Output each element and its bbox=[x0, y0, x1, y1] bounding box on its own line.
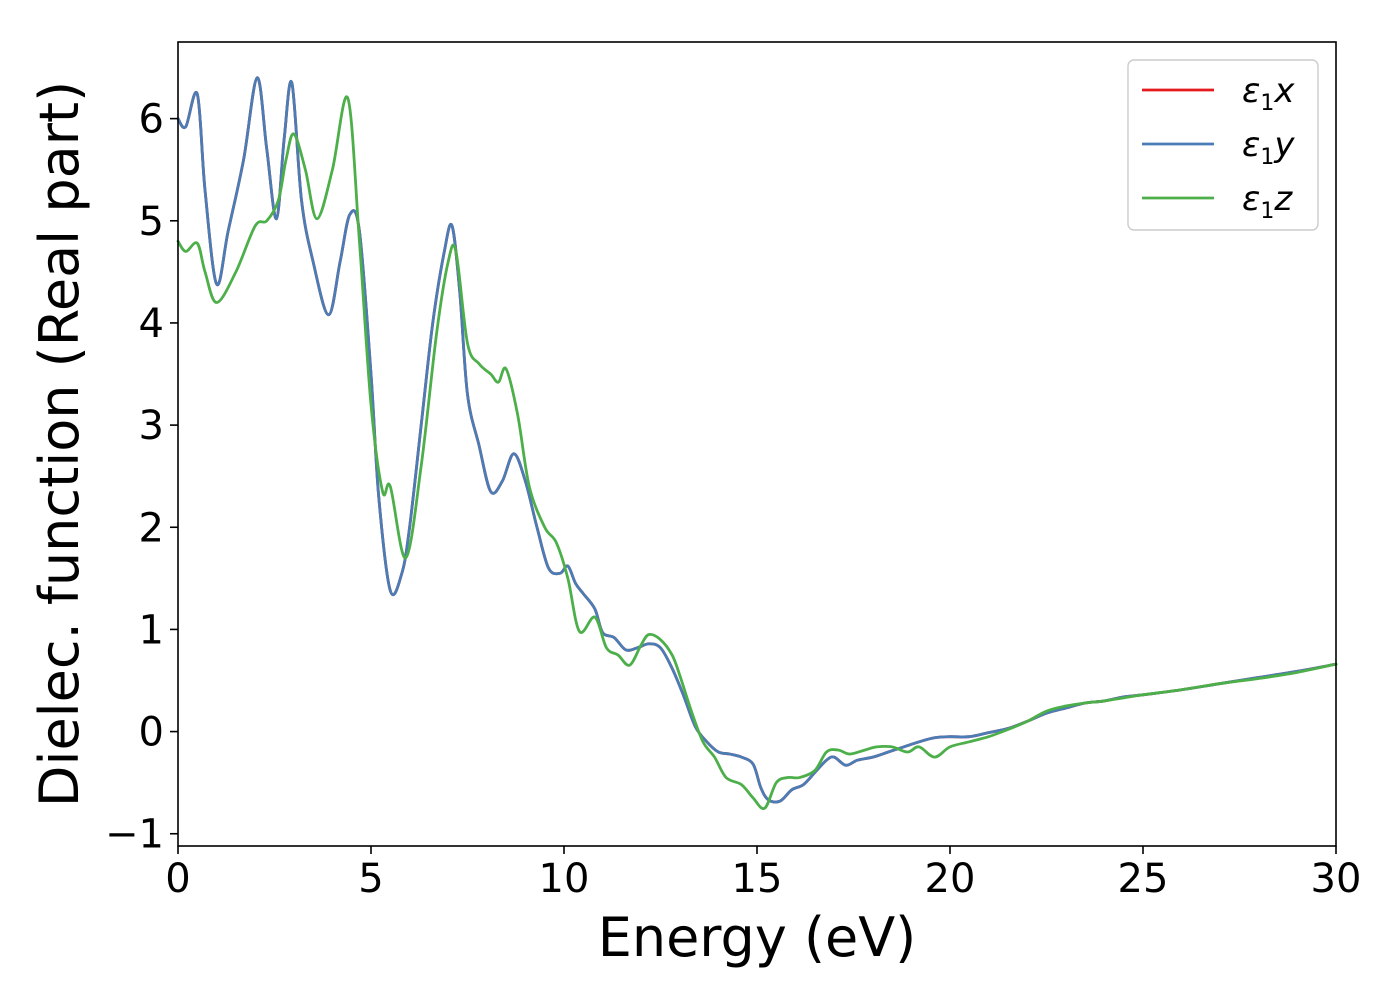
y-tick-label: 5 bbox=[139, 199, 164, 245]
x-tick-label: 15 bbox=[732, 856, 783, 902]
legend: ε1x ε1y ε1z bbox=[1127, 59, 1319, 231]
y-tick-label: 6 bbox=[139, 97, 164, 143]
x-tick-label: 0 bbox=[165, 856, 190, 902]
y-tick-label: 4 bbox=[139, 301, 164, 347]
y-tick-label: −1 bbox=[105, 812, 164, 858]
y-tick-label: 0 bbox=[139, 710, 164, 756]
x-tick-label: 10 bbox=[539, 856, 590, 902]
legend-label: ε1x bbox=[1242, 71, 1295, 116]
y-tick-label: 2 bbox=[139, 505, 164, 551]
x-tick-label: 25 bbox=[1118, 856, 1169, 902]
x-tick-label: 20 bbox=[925, 856, 976, 902]
legend-box bbox=[1127, 59, 1319, 231]
y-tick-label: 1 bbox=[139, 607, 164, 653]
legend-label: ε1z bbox=[1242, 179, 1293, 224]
series-line-z bbox=[176, 95, 1338, 810]
legend-label: ε1y bbox=[1242, 125, 1295, 170]
x-tick-label: 5 bbox=[358, 856, 383, 902]
y-tick-label: 3 bbox=[139, 403, 164, 449]
y-axis: −1 0 1 2 3 4 5 6 bbox=[105, 97, 178, 858]
series-layer bbox=[176, 76, 1338, 810]
y-axis-title: Dielec. function (Real part) bbox=[28, 81, 91, 807]
x-axis: 0 5 10 15 20 25 30 bbox=[165, 846, 1361, 902]
x-tick-label: 30 bbox=[1311, 856, 1362, 902]
x-axis-title: Energy (eV) bbox=[598, 906, 917, 969]
